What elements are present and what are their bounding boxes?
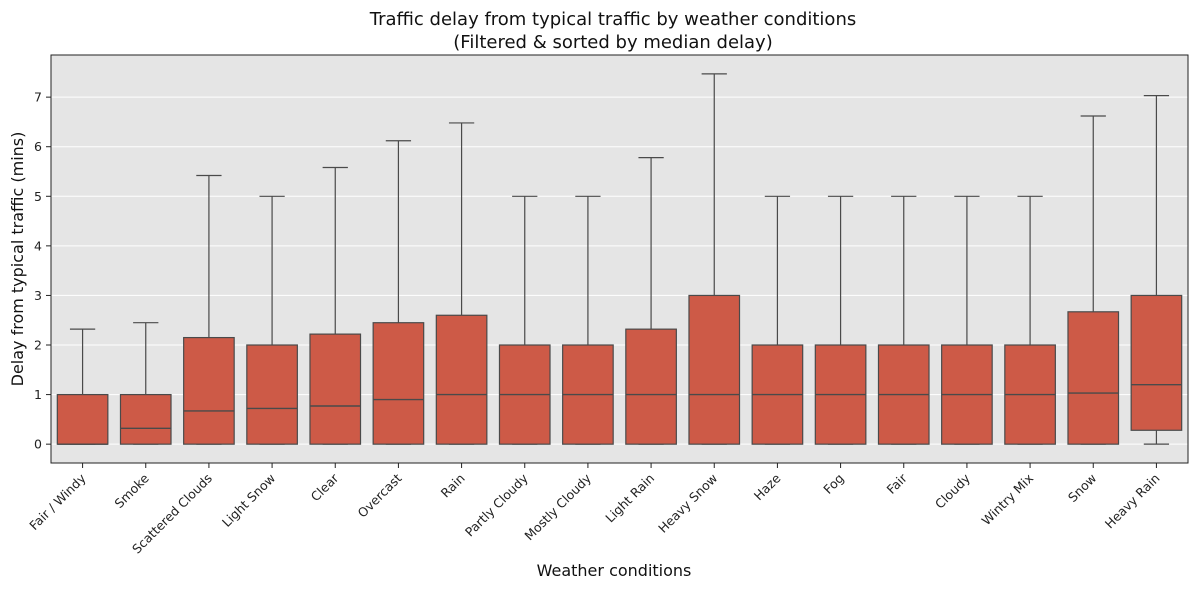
y-tick-label: 3 xyxy=(34,288,42,303)
x-tick-label: Smoke xyxy=(111,470,152,511)
x-tick-label: Mostly Cloudy xyxy=(521,470,594,543)
box-iqr xyxy=(56,393,109,445)
box-haze xyxy=(751,195,804,445)
x-tick-label: Snow xyxy=(1065,471,1099,505)
x-axis-label: Weather conditions xyxy=(537,561,692,580)
plot-area-frame xyxy=(50,54,1189,464)
x-tick-label: Haze xyxy=(751,470,784,503)
chart-title-line-2: (Filtered & sorted by median delay) xyxy=(453,32,772,53)
x-tick-label: Fair / Windy xyxy=(26,470,89,533)
x-tick-label: Fog xyxy=(820,471,846,497)
box-mostly-cloudy xyxy=(562,195,614,445)
y-axis-ticks: 0 1 2 3 4 5 6 7 xyxy=(34,90,51,452)
x-tick-label: Overcast xyxy=(355,470,405,520)
y-tick-label: 7 xyxy=(34,90,42,105)
box-clear xyxy=(309,166,362,445)
box-iqr xyxy=(688,294,741,445)
x-tick-label: Light Rain xyxy=(602,471,657,526)
box-wintry-mix xyxy=(1004,195,1056,445)
box-iqr xyxy=(183,336,235,445)
x-tick-label: Heavy Snow xyxy=(655,471,720,536)
box-heavy-rain xyxy=(1130,95,1183,445)
box-fair-windy xyxy=(56,328,109,445)
y-tick-label: 5 xyxy=(34,189,42,204)
box-scattered-clouds xyxy=(183,174,235,445)
box-iqr xyxy=(372,322,425,445)
box-iqr xyxy=(1067,311,1120,445)
x-tick-label: Wintry Mix xyxy=(979,471,1037,529)
box-iqr xyxy=(309,333,362,445)
box-iqr xyxy=(435,314,488,445)
x-tick-label: Heavy Rain xyxy=(1102,471,1163,532)
x-tick-label: Partly Cloudy xyxy=(462,470,531,539)
y-tick-label: 4 xyxy=(34,238,42,253)
box-snow xyxy=(1067,115,1120,445)
y-tick-label: 2 xyxy=(34,338,42,353)
y-tick-label: 1 xyxy=(34,387,42,402)
box-light-snow xyxy=(246,195,298,445)
box-iqr xyxy=(246,344,298,445)
box-light-rain xyxy=(625,157,677,445)
box-iqr xyxy=(1130,294,1183,431)
y-tick-label: 6 xyxy=(34,139,42,154)
chart-title-line-1: Traffic delay from typical traffic by we… xyxy=(369,9,857,30)
box-overcast xyxy=(372,140,425,445)
box-cloudy xyxy=(941,195,993,445)
y-axis-label: Delay from typical traffic (mins) xyxy=(8,132,27,387)
x-tick-label: Light Snow xyxy=(219,471,278,530)
x-tick-label: Clear xyxy=(308,470,342,504)
y-tick-label: 0 xyxy=(34,437,42,452)
x-tick-label: Rain xyxy=(438,471,468,501)
box-heavy-snow xyxy=(688,73,741,445)
box-fair xyxy=(877,195,930,445)
box-fog xyxy=(814,195,867,445)
grid-lines xyxy=(51,96,1188,445)
x-tick-label: Fair xyxy=(883,470,910,497)
box-series xyxy=(56,73,1183,445)
box-smoke xyxy=(119,322,172,445)
box-rain xyxy=(435,122,488,445)
box-iqr xyxy=(119,393,172,445)
x-tick-label: Cloudy xyxy=(932,470,974,512)
box-partly-cloudy xyxy=(498,195,551,445)
box-iqr xyxy=(625,328,677,445)
